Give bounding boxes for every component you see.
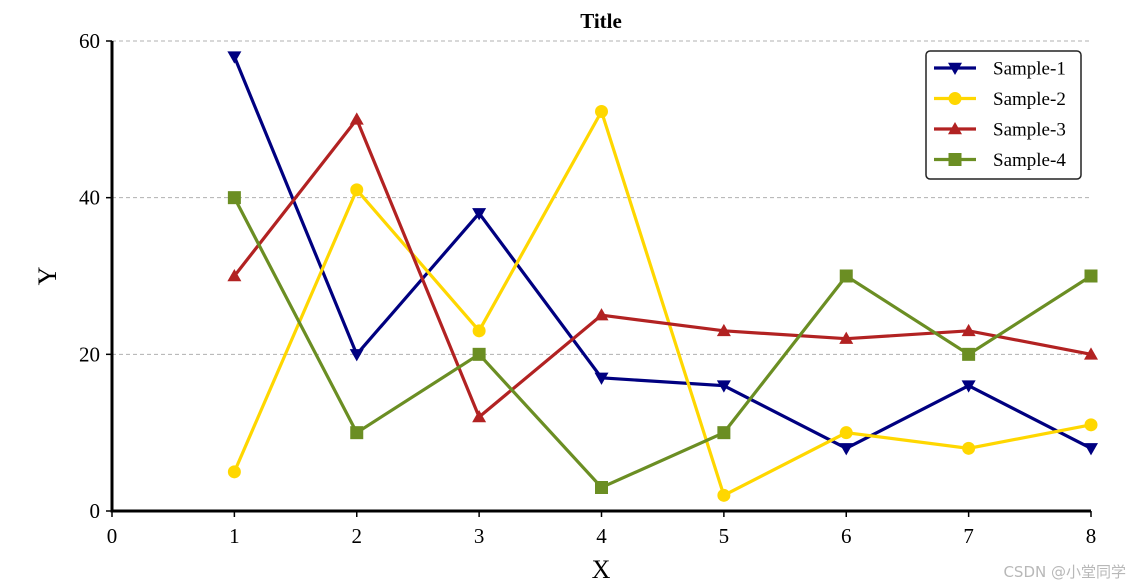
x-tick-label: 7 (963, 524, 974, 548)
data-point-triangle-up (716, 323, 731, 337)
x-tick-label: 5 (719, 524, 730, 548)
legend-item: Sample-1 (934, 59, 1066, 80)
data-point-circle (717, 488, 731, 502)
watermark: CSDN @小堂同学 (1003, 563, 1126, 581)
data-point-circle (839, 426, 853, 440)
legend-label: Sample-4 (993, 150, 1066, 171)
data-point-triangle-down (839, 443, 854, 456)
data-point-triangle-down (472, 208, 487, 221)
data-point-triangle-down (716, 380, 731, 393)
legend-item: Sample-3 (934, 120, 1066, 141)
x-tick-label: 4 (596, 524, 607, 548)
legend-label: Sample-1 (993, 59, 1066, 80)
legend-box (925, 50, 1082, 180)
x-tick-label: 1 (229, 524, 240, 548)
data-point-square (948, 153, 962, 166)
x-tick-label: 2 (352, 524, 363, 548)
legend-label: Sample-2 (993, 89, 1066, 110)
legend-label: Sample-3 (993, 120, 1066, 141)
legend-item: Sample-2 (934, 89, 1066, 110)
y-tick-label: 0 (90, 499, 101, 523)
data-point-triangle-up (961, 323, 976, 337)
data-point-circle (1084, 418, 1098, 432)
data-point-square (962, 347, 976, 361)
data-point-triangle-down (961, 380, 976, 393)
data-point-triangle-up (349, 112, 364, 125)
x-tick-label: 8 (1086, 524, 1097, 548)
series-2 (227, 105, 1098, 502)
data-point-square (1084, 269, 1098, 283)
data-point-triangle-up (472, 410, 487, 423)
data-point-square (472, 347, 486, 361)
data-point-triangle-down (1084, 443, 1098, 456)
data-point-square (717, 426, 731, 440)
axes: 0 1 2 3 4 5 6 7 8 0 20 40 60 (79, 29, 1096, 548)
data-point-triangle-down (349, 349, 364, 362)
data-point-triangle-up (594, 308, 609, 321)
data-point-circle (350, 183, 364, 197)
legend-item: Sample-4 (934, 150, 1066, 171)
legend: Sample-1 Sample-2 Sample-3 Sample-4 (925, 50, 1082, 180)
data-point-circle (948, 92, 962, 105)
y-tick-label: 20 (79, 342, 100, 366)
data-point-triangle-down (594, 372, 609, 385)
data-point-square (839, 269, 853, 283)
data-point-triangle-down (227, 51, 242, 64)
x-tick-label: 0 (107, 524, 118, 548)
x-tick-label: 6 (841, 524, 852, 548)
data-point-triangle-up (839, 331, 854, 344)
x-axis-label: X (592, 555, 611, 584)
y-axis-label: Y (33, 266, 62, 285)
data-point-circle (227, 465, 241, 479)
data-point-circle (962, 441, 976, 455)
series-3 (227, 112, 1098, 423)
series-line (233, 116, 1092, 420)
series-1 (227, 51, 1098, 456)
series-4 (227, 191, 1098, 494)
series-line (232, 107, 1092, 498)
data-point-square (595, 481, 608, 494)
data-point-square (350, 426, 364, 440)
chart-title: Title (580, 9, 622, 33)
data-point-triangle-down (948, 62, 962, 75)
series-line (232, 56, 1092, 451)
data-point-circle (472, 324, 486, 338)
data-point-triangle-up (1084, 347, 1098, 360)
data-point-triangle-up (227, 269, 242, 282)
y-tick-label: 40 (79, 186, 100, 210)
y-tick-label: 60 (79, 29, 100, 53)
series-line (232, 196, 1092, 490)
data-point-triangle-up (948, 122, 962, 135)
series-layer (227, 51, 1098, 502)
x-tick-label: 3 (474, 524, 485, 548)
data-point-square (227, 191, 241, 205)
gridlines (112, 40, 1091, 355)
data-point-circle (595, 105, 608, 118)
